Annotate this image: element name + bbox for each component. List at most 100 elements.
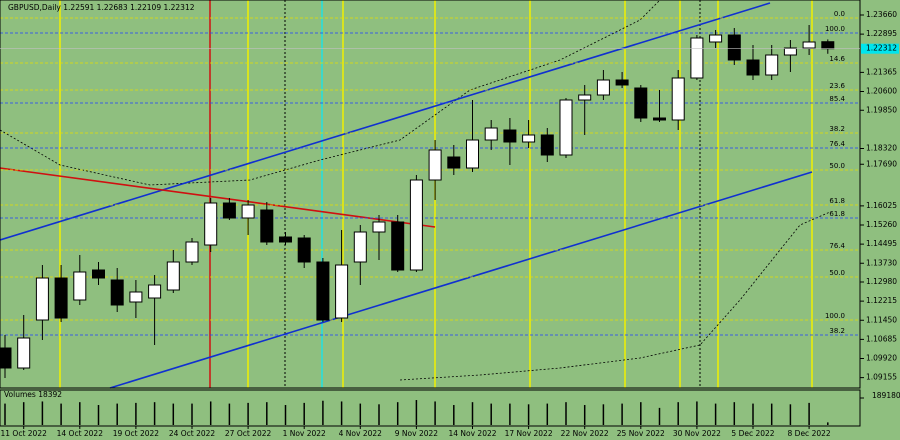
candle-body	[559, 99, 573, 156]
high-value: 1.22683	[97, 3, 128, 12]
level-label: 50.0	[829, 162, 845, 170]
candle-body	[335, 264, 349, 319]
candle-body	[129, 291, 143, 303]
candle-body	[110, 279, 124, 306]
level-label: 50.0	[829, 269, 845, 277]
y-tick-label: 1.10685	[866, 334, 897, 343]
candle-body	[821, 41, 835, 50]
y2-tick-label: 189180	[872, 391, 900, 400]
candle-body	[222, 202, 236, 219]
y-tick-label: 1.18320	[866, 144, 897, 153]
candle-body	[447, 156, 461, 169]
candle-body	[297, 237, 311, 263]
low-value: 1.22109	[130, 3, 161, 12]
candle-body	[241, 204, 255, 219]
level-label: 100.0	[825, 25, 845, 33]
candle-body	[204, 202, 218, 246]
y-tick-label: 1.20600	[866, 87, 897, 96]
current-price-label: 1.22312	[866, 44, 897, 53]
candle-body	[765, 54, 779, 76]
y-tick-label: 1.17690	[866, 159, 897, 168]
level-label: 23.6	[829, 82, 845, 90]
candle-body	[578, 94, 592, 101]
y-tick-label: 1.19850	[866, 105, 897, 114]
x-tick-label: 5 Dec 2022	[731, 429, 774, 438]
candle-body	[353, 231, 367, 263]
candle-body	[540, 134, 554, 156]
x-tick-label: 9 Nov 2022	[395, 429, 438, 438]
level-label: 38.2	[829, 327, 845, 335]
candle-body	[54, 277, 68, 319]
x-tick-label: 8 Dec 2022	[788, 429, 831, 438]
y-tick-label: 1.21365	[866, 67, 897, 76]
candle-body	[466, 139, 479, 169]
candle-body	[746, 59, 760, 76]
volume-label: Volumes	[4, 390, 36, 399]
candle-body	[484, 127, 498, 141]
candle-body	[409, 179, 423, 271]
candle-body	[35, 277, 49, 321]
level-label: 76.4	[829, 242, 845, 250]
candle-body	[596, 79, 610, 96]
y-tick-label: 1.09920	[866, 354, 897, 363]
x-tick-label: 14 Oct 2022	[57, 429, 104, 438]
candle-body	[653, 117, 666, 121]
candle-body	[503, 129, 517, 143]
volume-value: 18392	[38, 390, 62, 399]
level-label: 76.4	[829, 140, 845, 148]
candle-body	[671, 77, 685, 121]
x-tick-label: 24 Oct 2022	[169, 429, 216, 438]
current-price-box	[861, 43, 899, 54]
level-label: 100.0	[825, 312, 845, 320]
candle-body	[615, 79, 629, 86]
level-label: 85.4	[829, 95, 845, 103]
plot-frame	[0, 0, 861, 389]
candle-body	[634, 87, 648, 119]
x-tick-label: 4 Nov 2022	[339, 429, 382, 438]
x-tick-label: 1 Nov 2022	[283, 429, 326, 438]
x-tick-label: 30 Nov 2022	[673, 429, 721, 438]
candle-body	[0, 347, 12, 369]
level-label: 61.8	[829, 197, 845, 205]
level-label: 38.2	[829, 125, 845, 133]
level-label: 14.6	[829, 55, 845, 63]
close-value: 1.22312	[163, 3, 194, 12]
y-tick-label: 1.23660	[866, 10, 897, 19]
candle-body	[522, 134, 536, 143]
y-tick-label: 1.22895	[866, 29, 897, 38]
candle-body	[802, 41, 816, 49]
candle-body	[391, 221, 405, 271]
y-tick-label: 1.12980	[866, 277, 897, 286]
candle-body	[709, 34, 723, 43]
candle-body	[185, 241, 199, 263]
level-label: 61.8	[829, 210, 845, 218]
volume-title: Volumes 18392	[4, 390, 62, 399]
y-tick-label: 1.14495	[866, 239, 897, 248]
candle-body	[17, 337, 31, 369]
x-tick-label: 11 Oct 2022	[1, 429, 48, 438]
plot	[0, 17, 860, 378]
candle-body	[783, 47, 797, 56]
y-tick-label: 1.13730	[866, 258, 897, 267]
symbol: GBPUSD,Daily	[8, 3, 61, 12]
header: GBPUSD,Daily 1.22591 1.22683 1.22109 1.2…	[8, 3, 195, 12]
x-tick-label: 25 Nov 2022	[617, 429, 665, 438]
volume-frame	[0, 389, 861, 427]
candle-body	[428, 149, 442, 181]
x-tick-label: 27 Oct 2022	[225, 429, 272, 438]
y-tick-label: 1.09155	[866, 373, 897, 382]
candle-body	[148, 284, 162, 299]
candle-body	[316, 261, 330, 321]
y-tick-label: 1.11450	[866, 315, 897, 324]
candle-body	[279, 236, 292, 243]
open-value: 1.22591	[63, 3, 94, 12]
level-label: 0.0	[834, 10, 845, 18]
x-tick-label: 14 Nov 2022	[448, 429, 496, 438]
y-tick-label: 1.15260	[866, 220, 897, 229]
x-tick-label: 22 Nov 2022	[561, 429, 609, 438]
x-tick-label: 19 Oct 2022	[113, 429, 160, 438]
envelopes	[0, 0, 831, 381]
candle-body	[166, 261, 180, 291]
